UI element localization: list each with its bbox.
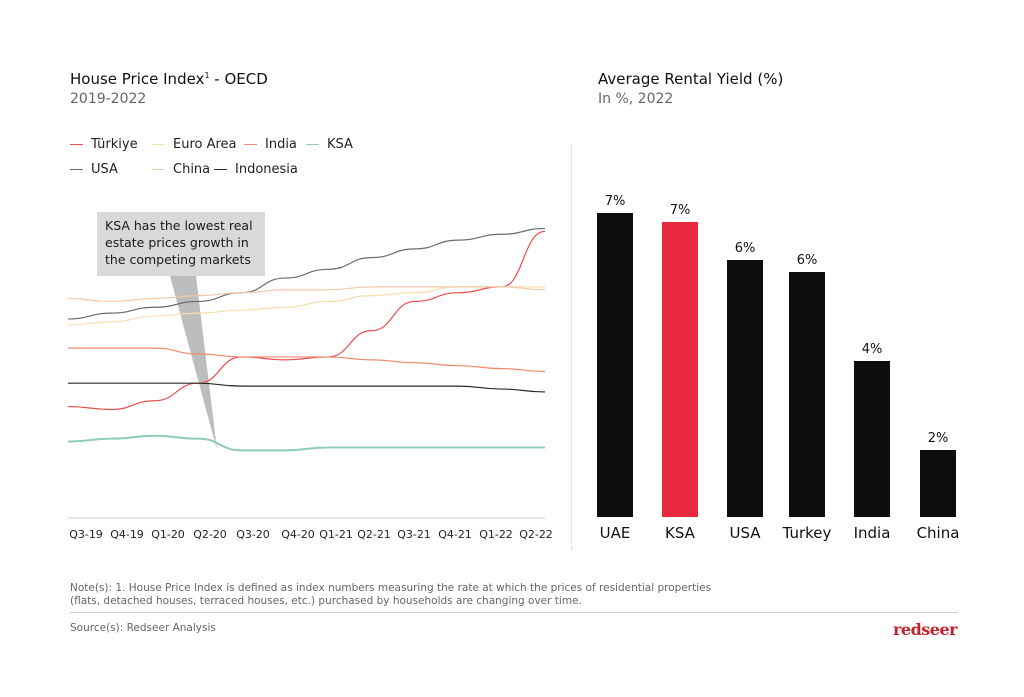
bar-china — [920, 450, 956, 517]
legend-item-t-rkiye: Türkiye — [70, 137, 138, 152]
x-tick-label: Q1-21 — [319, 528, 353, 541]
legend-item-india: India — [244, 137, 297, 152]
x-tick-label: Q4-21 — [438, 528, 472, 541]
bar-usa — [727, 260, 763, 517]
title-footnote-marker: 1 — [204, 71, 210, 80]
bar-value-label: 2% — [927, 431, 949, 446]
bar-category-label: Turkey — [782, 524, 832, 542]
legend-label: Türkiye — [91, 137, 138, 152]
bar-category-label: KSA — [665, 524, 695, 542]
x-tick-label: Q3-20 — [236, 528, 270, 541]
bar-chart-subtitle: In %, 2022 — [598, 91, 674, 107]
series-line-usa — [67, 227, 546, 320]
note-line-2: (flats, detached houses, terraced houses… — [70, 595, 582, 607]
x-tick-label: Q4-20 — [281, 528, 315, 541]
line-chart-subtitle: 2019-2022 — [70, 91, 147, 107]
bar-ksa — [662, 222, 698, 517]
bar-value-label: 4% — [861, 342, 883, 357]
panel-divider — [571, 145, 572, 550]
note-line-1: Note(s): 1. House Price Index is defined… — [70, 582, 712, 594]
bar-turkey — [789, 272, 825, 517]
legend-item-ksa: KSA — [306, 137, 353, 152]
legend-swatch — [70, 169, 83, 170]
source-note: Source(s): Redseer Analysis — [70, 622, 216, 634]
series-line-china — [67, 286, 546, 303]
bar-category-label: USA — [729, 524, 761, 542]
bar-value-label: 7% — [604, 194, 626, 209]
callout-box: KSA has the lowest real estate prices gr… — [97, 212, 265, 276]
series-line-ksa — [67, 434, 545, 452]
legend-item-usa: USA — [70, 162, 118, 177]
legend-item-china: China — [152, 162, 210, 177]
legend-label: KSA — [327, 137, 353, 152]
x-tick-label: Q1-22 — [479, 528, 513, 541]
legend-swatch — [70, 144, 83, 145]
legend-label: Indonesia — [235, 162, 298, 177]
x-tick-label: Q3-21 — [397, 528, 431, 541]
bar-uae — [597, 213, 633, 517]
series-line-india — [68, 347, 546, 373]
legend-label: China — [173, 162, 211, 177]
x-tick-label: Q2-20 — [193, 528, 227, 541]
legend-swatch — [214, 169, 227, 170]
legend-item-indonesia: Indonesia — [214, 162, 298, 177]
legend-label: Euro Area — [173, 137, 237, 152]
bar-india — [854, 361, 890, 517]
x-tick-label: Q4-19 — [110, 528, 144, 541]
redseer-logo: redseer — [893, 620, 958, 639]
legend-label: USA — [91, 162, 118, 177]
bar-category-label: UAE — [599, 524, 631, 542]
series-line-t-rkiye — [67, 230, 546, 411]
series-line-indonesia — [68, 382, 546, 393]
bar-value-label: 6% — [734, 241, 756, 256]
bar-value-label: 7% — [669, 203, 691, 218]
bar-category-label: India — [853, 524, 891, 542]
legend-swatch — [306, 144, 319, 145]
line-chart-title: House Price Index1 - OECD — [70, 70, 268, 88]
callout-pointer — [170, 276, 217, 450]
series-line-euro-area — [67, 286, 545, 326]
x-tick-label: Q3-19 — [69, 528, 103, 541]
line-chart-title-suffix: - OECD — [209, 70, 268, 88]
legend-label: India — [265, 137, 297, 152]
footer-divider — [70, 612, 958, 613]
bar-category-label: China — [916, 524, 960, 542]
legend-swatch — [152, 169, 165, 170]
legend-swatch — [244, 144, 257, 145]
x-tick-label: Q1-20 — [151, 528, 185, 541]
legend-swatch — [152, 144, 165, 145]
x-tick-label: Q2-22 — [519, 528, 553, 541]
bar-value-label: 6% — [796, 253, 818, 268]
x-tick-label: Q2-21 — [357, 528, 391, 541]
bar-chart-title: Average Rental Yield (%) — [598, 70, 784, 88]
legend-item-euro-area: Euro Area — [152, 137, 237, 152]
line-chart-title-text: House Price Index — [70, 70, 205, 88]
